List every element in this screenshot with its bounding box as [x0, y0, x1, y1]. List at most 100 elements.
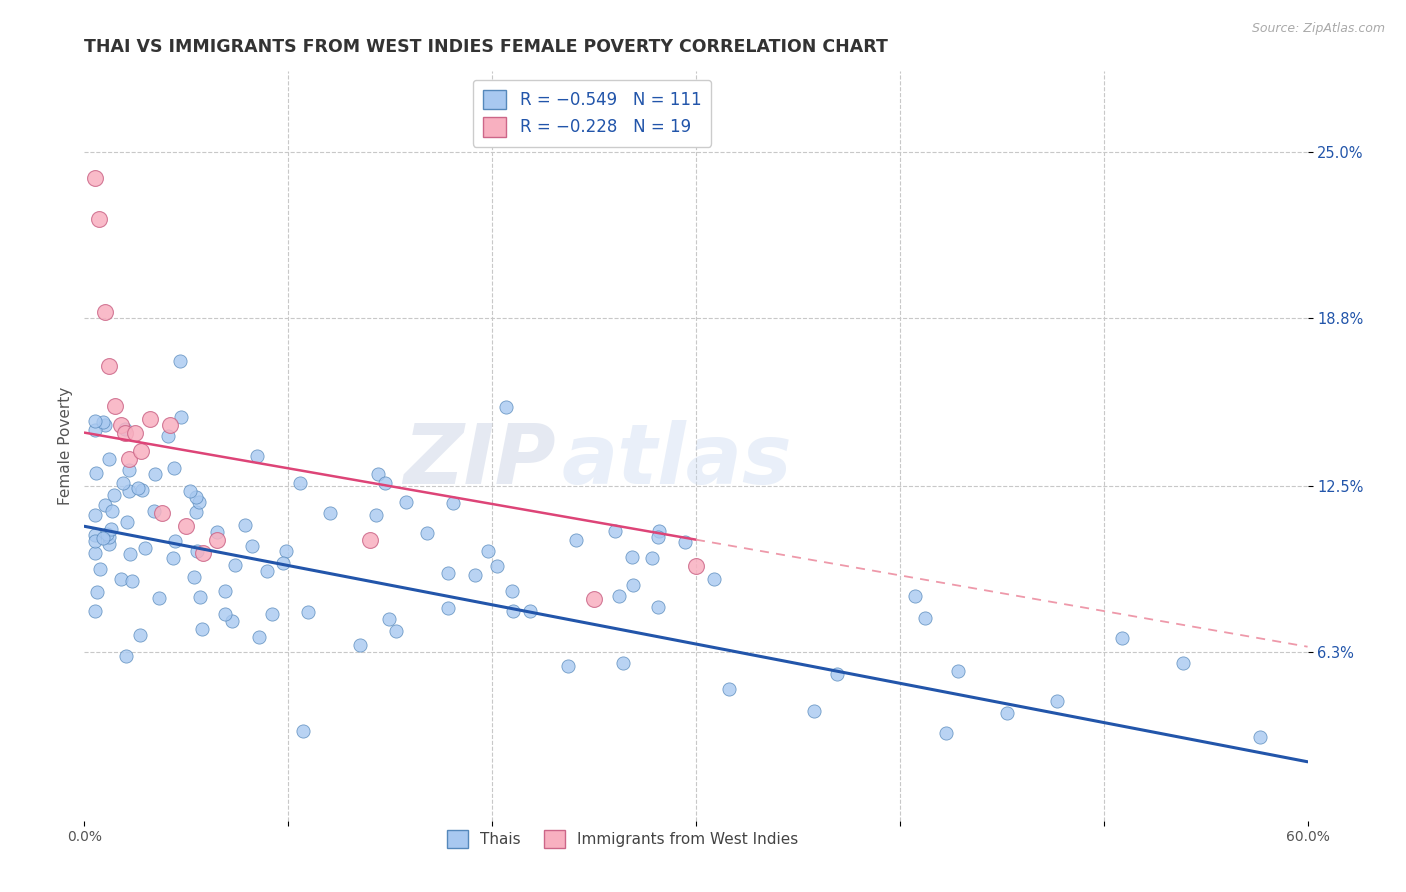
Point [187, 495, 209, 509]
Point [685, 559, 707, 574]
Point [367, 467, 389, 481]
Point [131, 444, 153, 458]
Point [183, 570, 205, 584]
Point [436, 566, 458, 581]
Point [607, 589, 630, 603]
Point [186, 543, 208, 558]
Point [191, 546, 214, 560]
Point [100, 504, 122, 518]
Point [477, 544, 499, 558]
Point [83, 171, 105, 186]
Point [914, 611, 936, 625]
Point [118, 547, 141, 561]
Point [1171, 656, 1194, 670]
Point [131, 483, 153, 497]
Point [129, 628, 152, 642]
Point [297, 605, 319, 619]
Point [441, 496, 464, 510]
Point [394, 494, 416, 508]
Point [640, 551, 662, 566]
Point [98, 452, 121, 467]
Point [163, 460, 186, 475]
Point [170, 409, 193, 424]
Text: atlas: atlas [561, 420, 792, 501]
Point [603, 524, 626, 538]
Point [214, 607, 236, 622]
Point [946, 664, 969, 678]
Point [110, 572, 132, 586]
Point [319, 506, 342, 520]
Point [437, 601, 460, 615]
Point [621, 578, 644, 592]
Point [349, 638, 371, 652]
Point [97, 537, 120, 551]
Point [138, 412, 160, 426]
Point [118, 463, 141, 477]
Point [246, 449, 269, 463]
Point [1111, 632, 1133, 646]
Point [377, 612, 399, 626]
Point [118, 483, 141, 498]
Point [165, 533, 187, 548]
Point [221, 615, 243, 629]
Point [240, 539, 263, 553]
Text: Source: ZipAtlas.com: Source: ZipAtlas.com [1251, 22, 1385, 36]
Point [276, 543, 298, 558]
Point [359, 533, 381, 547]
Point [110, 417, 132, 432]
Point [224, 558, 246, 573]
Point [621, 549, 644, 564]
Point [103, 488, 125, 502]
Point [156, 428, 179, 442]
Point [262, 607, 284, 621]
Point [647, 530, 669, 544]
Point [184, 505, 207, 519]
Point [87, 211, 110, 226]
Point [114, 425, 136, 440]
Point [84, 467, 107, 481]
Point [565, 533, 588, 548]
Point [495, 401, 517, 415]
Point [214, 583, 236, 598]
Point [83, 414, 105, 428]
Point [464, 568, 486, 582]
Point [717, 682, 740, 697]
Point [501, 583, 523, 598]
Point [118, 452, 141, 467]
Point [83, 604, 105, 618]
Point [150, 506, 173, 520]
Legend: Thais, Immigrants from West Indies: Thais, Immigrants from West Indies [440, 824, 804, 855]
Point [83, 546, 105, 560]
Point [100, 522, 122, 536]
Point [903, 589, 925, 603]
Point [995, 706, 1018, 720]
Point [825, 667, 848, 681]
Point [86, 585, 108, 599]
Point [93, 305, 115, 319]
Point [191, 622, 214, 636]
Point [89, 562, 111, 576]
Point [159, 417, 181, 432]
Point [502, 604, 524, 618]
Point [803, 705, 825, 719]
Text: THAI VS IMMIGRANTS FROM WEST INDIES FEMALE POVERTY CORRELATION CHART: THAI VS IMMIGRANTS FROM WEST INDIES FEMA… [84, 38, 889, 56]
Point [703, 573, 725, 587]
Point [174, 519, 197, 533]
Point [115, 648, 138, 663]
Point [91, 415, 114, 429]
Point [673, 534, 696, 549]
Point [94, 498, 117, 512]
Point [114, 422, 136, 436]
Point [115, 515, 138, 529]
Point [1249, 731, 1271, 745]
Point [96, 527, 118, 541]
Text: ZIP: ZIP [402, 420, 555, 501]
Point [83, 528, 105, 542]
Point [134, 541, 156, 555]
Point [98, 530, 121, 544]
Point [83, 533, 105, 548]
Point [647, 599, 669, 614]
Y-axis label: Female Poverty: Female Poverty [58, 387, 73, 505]
Point [91, 531, 114, 545]
Point [366, 508, 388, 522]
